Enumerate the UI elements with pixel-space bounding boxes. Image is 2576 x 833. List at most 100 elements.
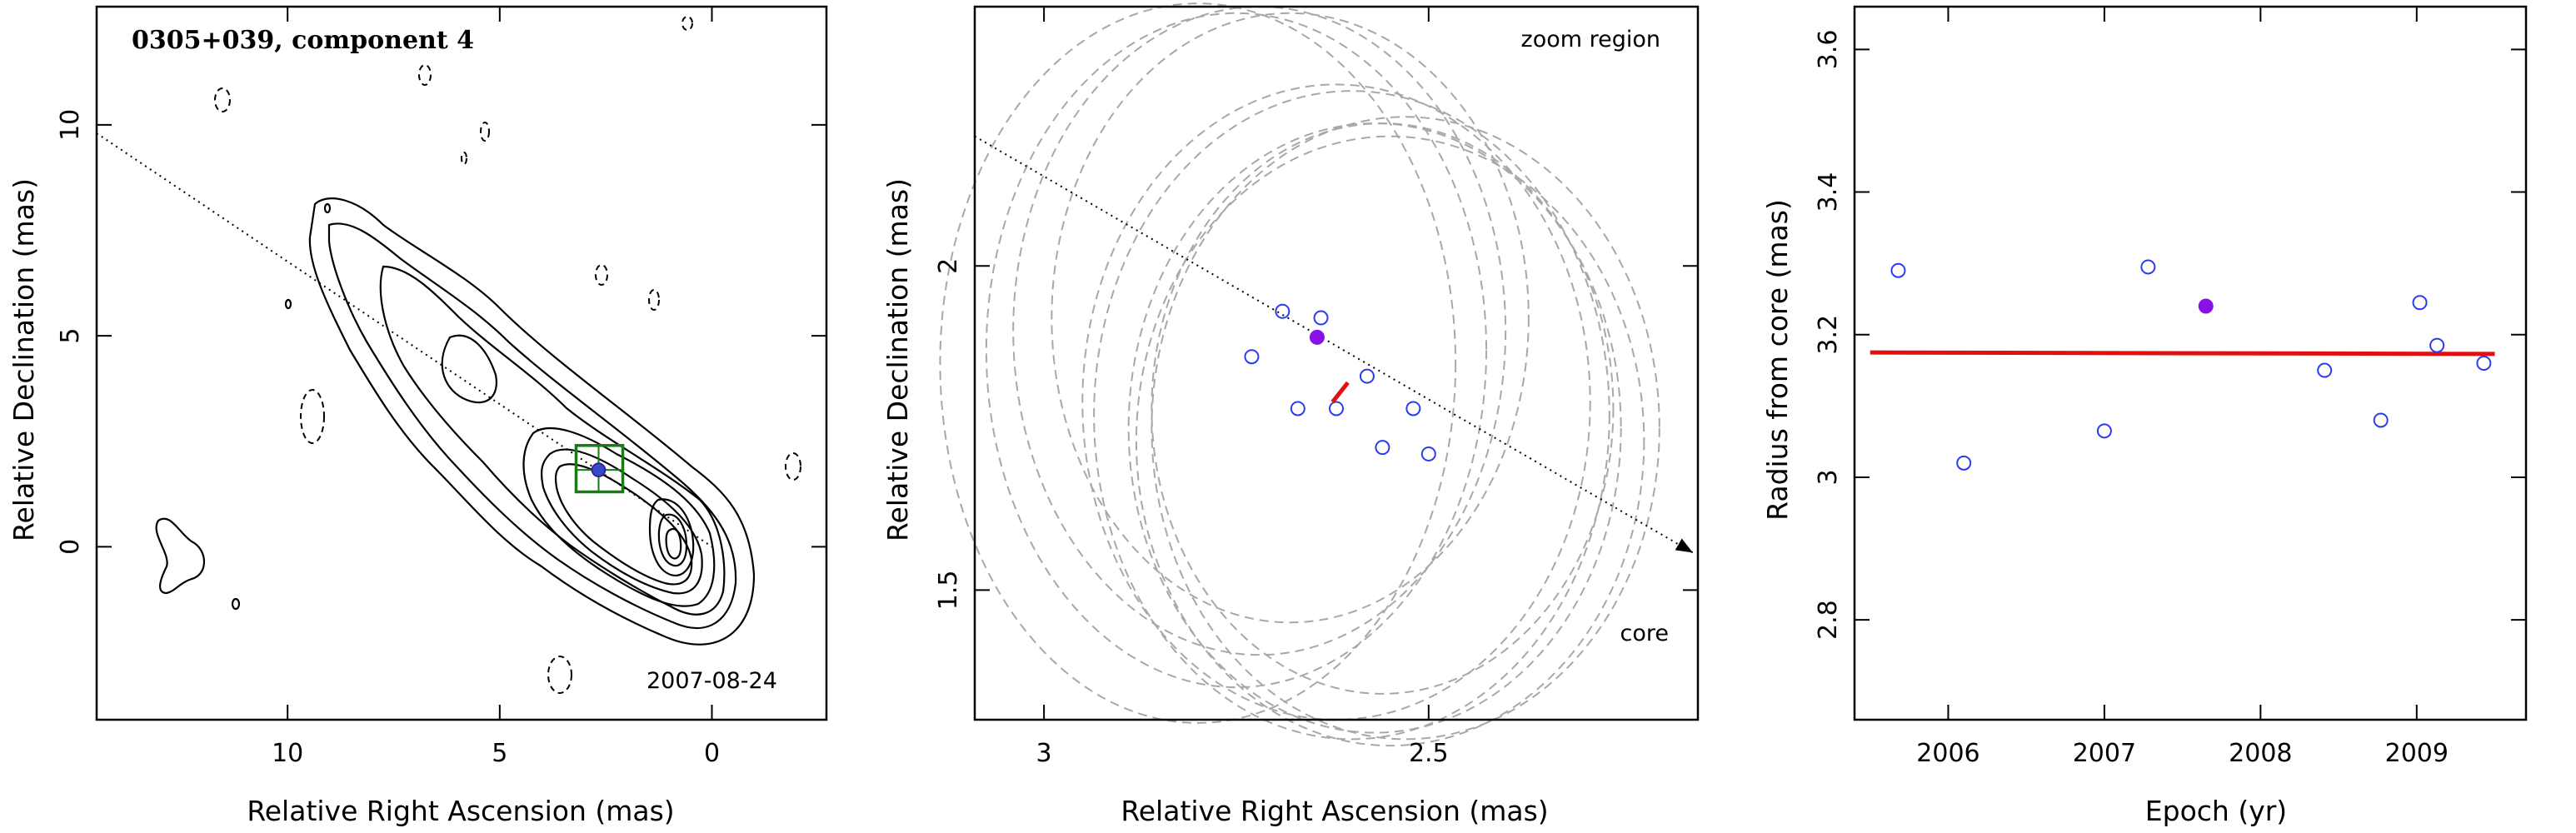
negative-contour-5 — [300, 389, 325, 444]
zoom-region-panel: zoom region core 3 2.5 1.5 2 Relative Right… — [881, 2, 1700, 827]
position-points — [1244, 303, 1436, 461]
panel3-y-tick-label: 2.8 — [1814, 600, 1843, 640]
panel3-y-tick-label: 3.6 — [1814, 30, 1843, 70]
panel3-y-tick-label: 3.4 — [1814, 172, 1843, 212]
negative-contour-3 — [480, 122, 490, 142]
motion-vector — [1330, 381, 1350, 404]
radius-points — [1890, 259, 2492, 471]
position-point-open — [1375, 440, 1390, 456]
panel2-y-tick-label: 1.5 — [934, 571, 963, 611]
panel1-y-axis-label: Relative Declination (mas) — [7, 178, 40, 541]
panel2-y-tick-label: 2 — [934, 258, 963, 274]
error-ellipse — [939, 2, 1457, 724]
contour-level-6 — [541, 448, 703, 595]
error-ellipse — [1127, 122, 1622, 734]
radius-point-current — [2198, 298, 2214, 314]
zoom-region-label: zoom region — [1521, 27, 1660, 52]
position-point-open — [1329, 401, 1344, 416]
radius-point-open — [2096, 423, 2112, 439]
radius-vs-epoch-panel: 2006 2007 2008 2009 2.8 3 3.2 3.4 3.6 Epoch (yr)… — [1761, 5, 2528, 827]
position-point-open — [1405, 401, 1421, 416]
panel2-x-axis-label: Relative Right Ascension (mas) — [1121, 795, 1548, 827]
panel3-axes: 2006 2007 2008 2009 2.8 3 3.2 3.4 3.6 — [1814, 5, 2528, 768]
position-point-open — [1359, 368, 1375, 384]
panel2-frame — [973, 5, 1700, 721]
panel1-y-tick-label: 10 — [56, 109, 85, 141]
radius-point-open — [2373, 412, 2389, 428]
panel1-x-axis-label: Relative Right Ascension (mas) — [247, 795, 674, 827]
panel3-y-tick-label: 3 — [1814, 469, 1843, 485]
position-point-open — [1420, 446, 1436, 461]
panel2-x-tick-label: 2.5 — [1409, 739, 1449, 768]
contour-small-blob-3 — [323, 202, 332, 214]
component-marker — [574, 444, 625, 494]
radius-point-open — [2429, 337, 2445, 353]
panel1-x-tick-label: 0 — [704, 739, 720, 768]
panel3-x-tick-label: 2008 — [2229, 739, 2292, 768]
panel1-y-tick-label: 0 — [56, 539, 85, 555]
contour-level-5 — [522, 426, 716, 607]
panel3-y-axis-label: Radius from core (mas) — [1761, 199, 1794, 521]
radius-point-open — [2476, 356, 2492, 371]
panel3-x-axis-label: Epoch (yr) — [2145, 795, 2287, 827]
radio-contour-map — [155, 16, 801, 694]
position-point-open — [1275, 303, 1290, 319]
contour-small-blob-2 — [284, 298, 292, 310]
arrowhead — [1675, 538, 1693, 553]
error-ellipse — [1012, 6, 1507, 656]
position-point-current — [1309, 329, 1325, 345]
core-label: core — [1620, 621, 1669, 646]
panel1-title: 0305+039, component 4 — [132, 26, 474, 55]
error-ellipse — [1135, 135, 1645, 747]
radius-point-open — [2412, 295, 2428, 311]
negative-contour-9 — [547, 656, 572, 694]
panel1-x-tick-label: 10 — [272, 739, 303, 768]
radius-point-open — [1890, 262, 1906, 278]
component-position-marker — [591, 462, 607, 477]
panel2-y-axis-label: Relative Declination (mas) — [881, 178, 914, 541]
error-ellipse — [1051, 12, 1530, 624]
negative-contour-7 — [648, 289, 660, 311]
error-ellipses — [939, 2, 1660, 747]
negative-contour-4 — [461, 152, 467, 165]
jet-direction-arrow — [974, 135, 1694, 554]
negative-contour-8 — [681, 16, 693, 31]
negative-contour-6 — [595, 264, 608, 286]
contour-level-2 — [327, 222, 737, 630]
panel2-x-tick-label: 3 — [1036, 739, 1052, 768]
error-ellipse — [1151, 122, 1615, 695]
zoom-box — [574, 444, 625, 494]
radius-point-open — [1956, 455, 1972, 471]
panel1-axes: 10 5 0 0 5 10 — [56, 5, 828, 768]
contour-level-9 — [657, 513, 688, 567]
contour-map-panel: 0305+039, component 4 2007-08-24 10 5 0051… — [7, 5, 828, 827]
contour-level-4 — [441, 334, 498, 404]
position-point-open — [1244, 349, 1260, 365]
panel1-y-tick-label: 5 — [56, 328, 85, 344]
negative-contour-10 — [785, 452, 801, 481]
panel3-y-tick-label: 3.2 — [1814, 315, 1843, 355]
panel1-x-tick-label: 5 — [492, 739, 507, 768]
contour-level-8 — [648, 498, 695, 577]
error-ellipse — [1093, 90, 1610, 741]
position-point-open — [1290, 401, 1305, 416]
contour-level-7 — [554, 463, 693, 586]
error-ellipse — [1151, 116, 1660, 741]
negative-contour-1 — [214, 87, 231, 112]
radius-point-open — [2317, 362, 2333, 378]
panel3-x-tick-label: 2009 — [2385, 739, 2449, 768]
epoch-label: 2007-08-24 — [646, 668, 777, 694]
fit-line — [1870, 350, 2495, 357]
radius-point-open — [2140, 259, 2156, 275]
contour-level-1 — [308, 197, 756, 646]
jet-direction-line — [96, 132, 713, 548]
panel3-x-tick-label: 2007 — [2073, 739, 2136, 768]
position-point-open — [1313, 310, 1329, 326]
panel3-frame — [1853, 5, 2528, 721]
panel1-frame — [95, 5, 828, 721]
contour-small-blob-1 — [231, 597, 241, 611]
panel2-axes: 3 2.5 1.5 2 — [934, 5, 1700, 768]
contour-level-3 — [379, 265, 726, 616]
contour-level-10 — [665, 527, 682, 560]
